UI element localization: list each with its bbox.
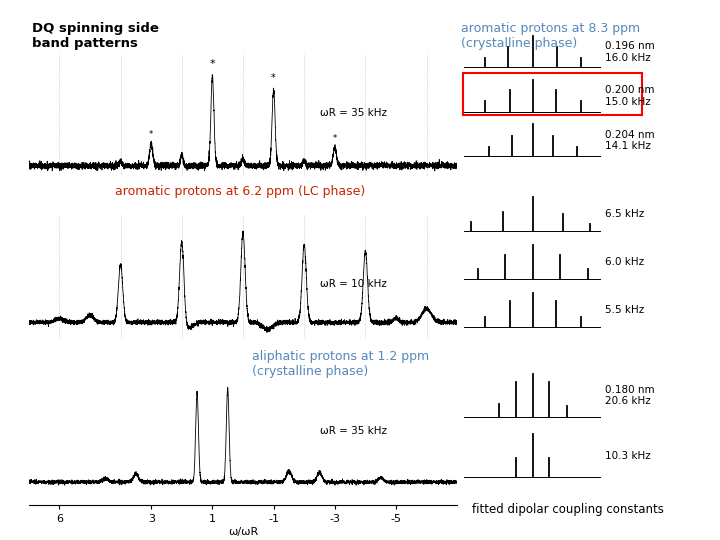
Text: ωR = 35 kHz: ωR = 35 kHz bbox=[320, 108, 387, 118]
Text: 5.5 kHz: 5.5 kHz bbox=[605, 305, 644, 315]
Text: 6.0 kHz: 6.0 kHz bbox=[605, 257, 644, 267]
Text: 0.200 nm
15.0 kHz: 0.200 nm 15.0 kHz bbox=[605, 85, 654, 107]
Text: aromatic protons at 6.2 ppm (LC phase): aromatic protons at 6.2 ppm (LC phase) bbox=[115, 185, 366, 198]
Text: *: * bbox=[149, 130, 153, 139]
Text: *: * bbox=[271, 72, 276, 83]
Text: 6.5 kHz: 6.5 kHz bbox=[605, 209, 644, 219]
Text: aliphatic protons at 1.2 ppm
(crystalline phase): aliphatic protons at 1.2 ppm (crystallin… bbox=[252, 350, 429, 378]
Text: 0.196 nm
16.0 kHz: 0.196 nm 16.0 kHz bbox=[605, 41, 654, 63]
Text: 0.204 nm
14.1 kHz: 0.204 nm 14.1 kHz bbox=[605, 130, 654, 151]
Text: DQ spinning side
band patterns: DQ spinning side band patterns bbox=[32, 22, 159, 50]
Text: ωR = 10 kHz: ωR = 10 kHz bbox=[320, 279, 387, 289]
Text: ωR = 35 kHz: ωR = 35 kHz bbox=[320, 426, 387, 436]
Text: 0.180 nm
20.6 kHz: 0.180 nm 20.6 kHz bbox=[605, 385, 654, 407]
Text: 10.3 kHz: 10.3 kHz bbox=[605, 451, 651, 461]
Text: aromatic protons at 8.3 ppm
(crystalline phase): aromatic protons at 8.3 ppm (crystalline… bbox=[461, 22, 640, 50]
Text: *: * bbox=[210, 59, 215, 69]
X-axis label: ω/ωR: ω/ωR bbox=[228, 526, 258, 537]
Text: fitted dipolar coupling constants: fitted dipolar coupling constants bbox=[472, 503, 663, 516]
Text: *: * bbox=[333, 134, 337, 143]
